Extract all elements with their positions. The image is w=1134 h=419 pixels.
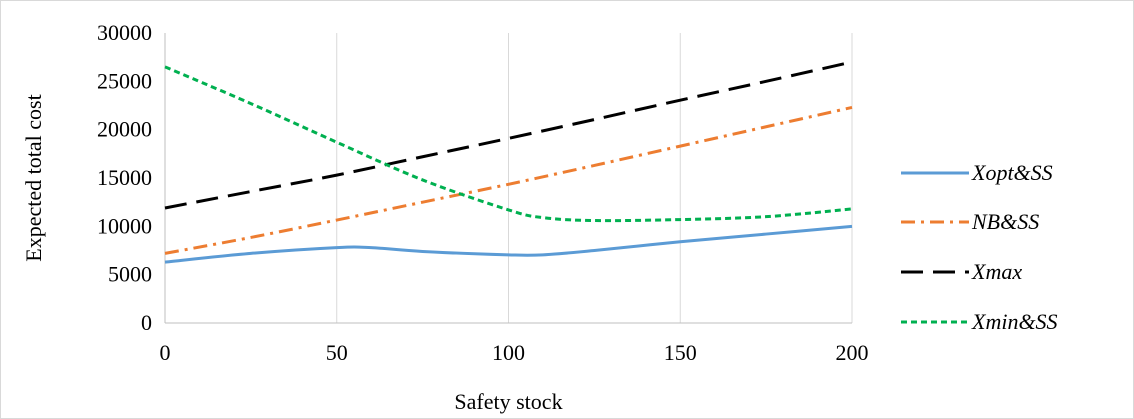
x-tick-label-2: 100 — [492, 340, 525, 365]
y-tick-label-5: 25000 — [97, 68, 152, 93]
series-line-1 — [164, 105, 853, 255]
legend: Xopt&SS NB&SS Xmax Xmin&SS — [901, 160, 1058, 334]
x-axis-title: Safety stock — [454, 389, 562, 414]
series-line-3 — [164, 65, 853, 223]
y-axis-title: Expected total cost — [21, 94, 46, 261]
legend-label-0: Xopt&SS — [971, 160, 1053, 185]
grid-lines — [336, 33, 853, 323]
y-tick-label-6: 30000 — [97, 20, 152, 45]
y-tick-label-4: 20000 — [97, 117, 152, 142]
axes — [164, 33, 852, 324]
x-tick-label-3: 150 — [664, 340, 697, 365]
x-tick-label-1: 50 — [326, 340, 348, 365]
series-line-0 — [164, 224, 853, 264]
legend-label-2: Xmax — [971, 259, 1022, 284]
x-tick-label-0: 0 — [160, 340, 171, 365]
legend-label-1: NB&SS — [971, 209, 1039, 234]
y-tick-label-3: 15000 — [97, 165, 152, 190]
y-tick-label-0: 0 — [141, 310, 152, 335]
legend-label-3: Xmin&SS — [971, 309, 1058, 334]
y-tick-label-1: 5000 — [108, 262, 152, 287]
y-tick-label-2: 10000 — [97, 213, 152, 238]
series-lines — [164, 60, 853, 264]
series-line-2 — [164, 60, 853, 210]
tick-labels: 0 5000 10000 15000 20000 25000 30000 0 50 100 150 2… — [97, 20, 869, 365]
x-tick-label-4: 200 — [836, 340, 869, 365]
